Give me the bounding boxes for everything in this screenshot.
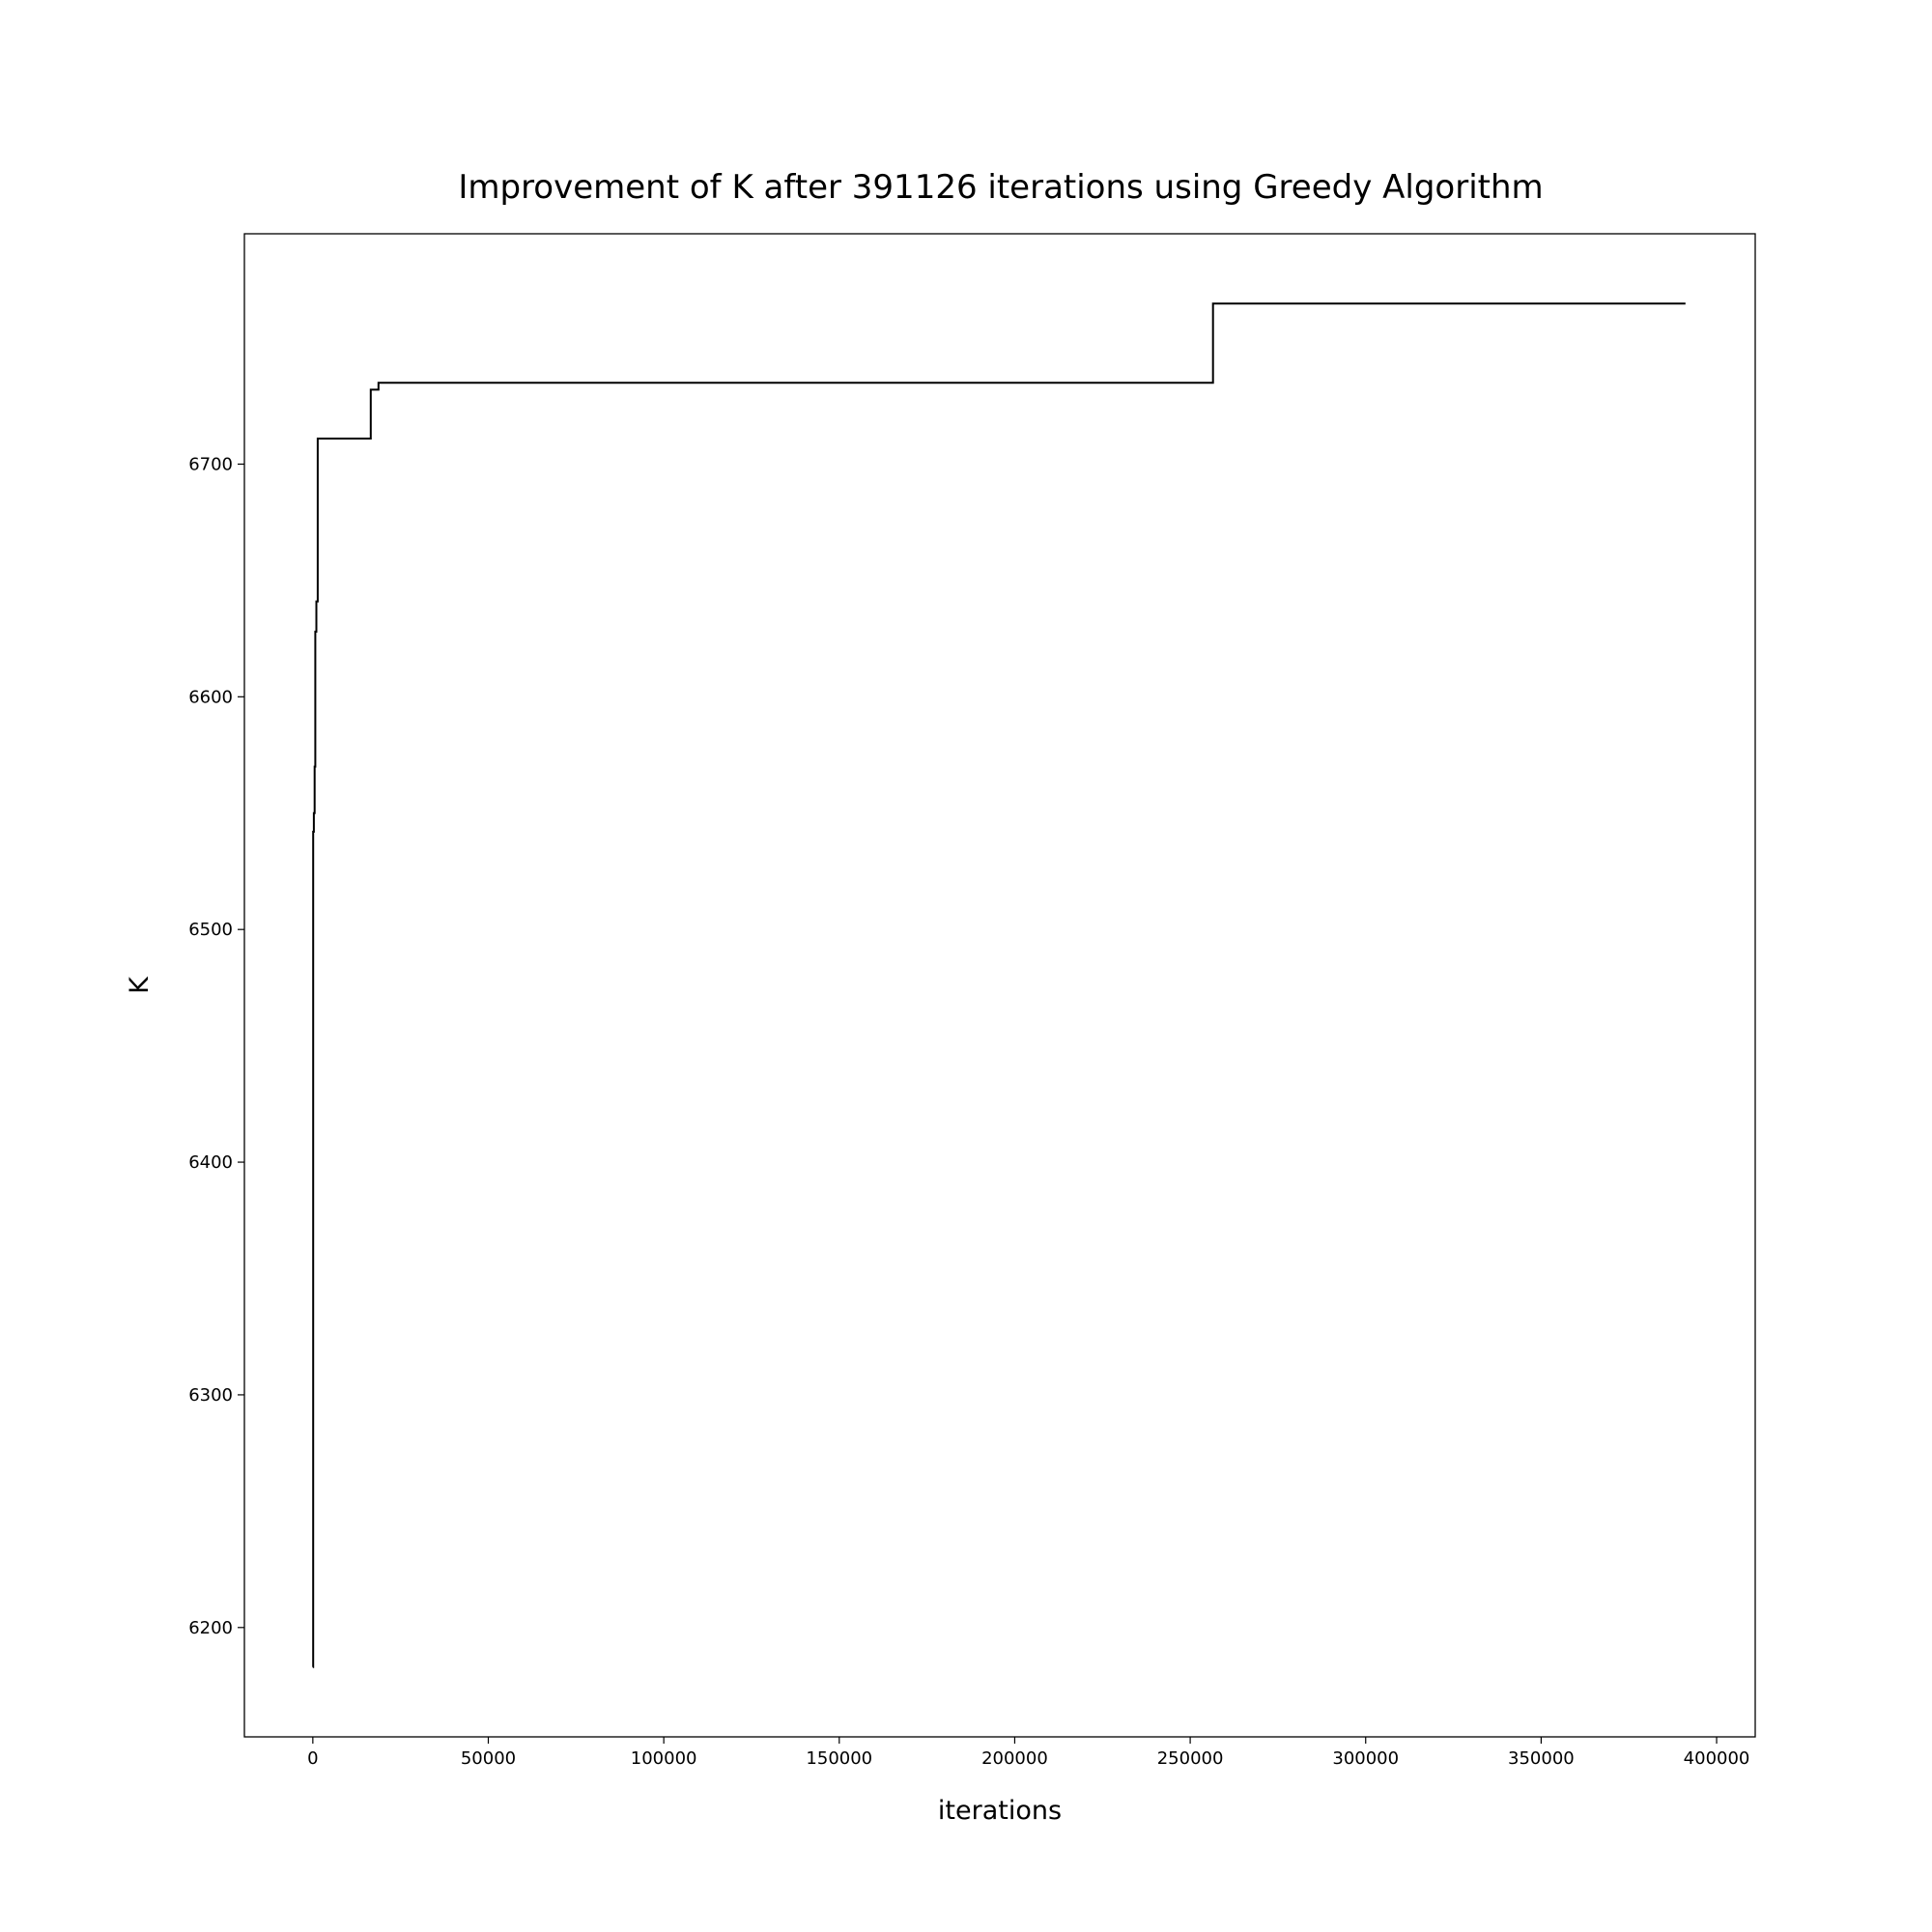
y-tick-label: 6400: [188, 1152, 233, 1173]
x-tick-label: 250000: [1157, 1748, 1224, 1769]
x-tick-label: 350000: [1508, 1748, 1575, 1769]
x-tick-label: 300000: [1332, 1748, 1399, 1769]
y-axis-ticks: 6200 6300 6400 6500 6600 6700: [188, 454, 244, 1638]
plot-frame: [243, 233, 1756, 1738]
y-tick-label: 6600: [188, 687, 233, 707]
chart-title: Improvement of K after 391126 iterations…: [458, 168, 1543, 207]
x-axis-ticks: 0 50000 100000 150000 200000 250000 300000 3500…: [307, 1737, 1749, 1769]
x-tick-label: 150000: [806, 1748, 872, 1769]
x-tick-label: 50000: [461, 1748, 516, 1769]
y-axis-label: K: [125, 976, 155, 994]
x-tick-label: 100000: [631, 1748, 697, 1769]
y-tick-label: 6200: [188, 1618, 233, 1638]
x-tick-label: 200000: [981, 1748, 1048, 1769]
x-tick-label: 0: [307, 1748, 318, 1769]
series-line: [312, 302, 1686, 1668]
y-tick-label: 6700: [188, 454, 233, 474]
y-tick-label: 6300: [188, 1385, 233, 1406]
y-tick-label: 6500: [188, 920, 233, 940]
x-axis-label: iterations: [938, 1796, 1062, 1826]
x-tick-label: 400000: [1684, 1748, 1750, 1769]
